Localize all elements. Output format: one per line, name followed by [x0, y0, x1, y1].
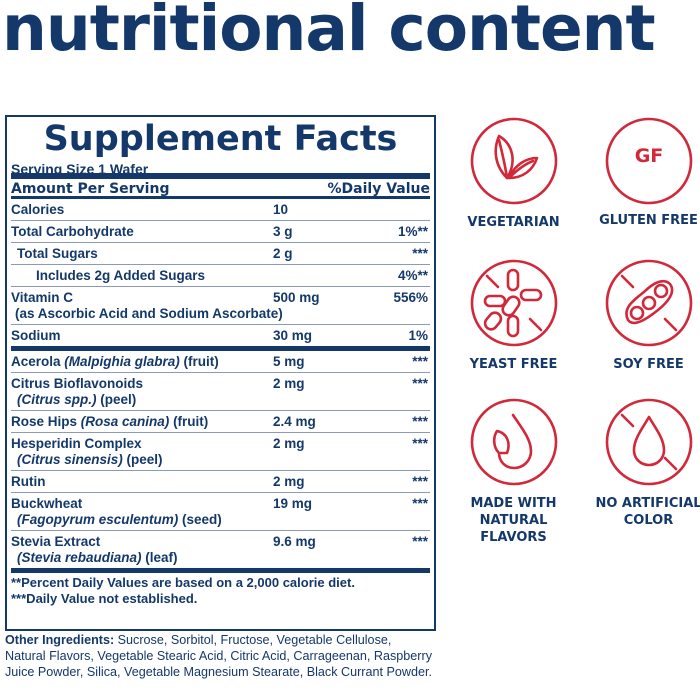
nutrient-source: (as Ascorbic Acid and Sodium Ascorbate) — [15, 306, 283, 321]
nutrient-name: Sodium — [11, 328, 61, 343]
yeast-free-icon — [470, 259, 557, 347]
amount: 5 mg — [273, 354, 305, 369]
latin-name: (Malpighia glabra) — [64, 354, 180, 369]
daily-value: *** — [412, 534, 428, 549]
plant-part: (peel) — [96, 392, 137, 407]
daily-value: 1% — [408, 328, 428, 343]
amount: 19 mg — [273, 496, 313, 511]
facts-header: Amount Per Serving %Daily Value — [11, 179, 430, 199]
svg-text:GF: GF — [634, 145, 663, 167]
daily-value: 4%** — [397, 268, 428, 283]
facts-row: Stevia Extract (Stevia rebaudiana) (leaf)… — [11, 531, 430, 573]
other-ingredients: Other Ingredients: Sucrose, Sorbitol, Fr… — [5, 632, 435, 680]
supplement-facts-panel: Supplement Facts Serving Size 1 Wafer Am… — [5, 115, 436, 631]
latin-name: (Rosa canina) — [80, 414, 170, 429]
latin-name: (Citrus spp.) — [17, 392, 97, 407]
nutrient-name: Includes 2g Added Sugars — [36, 268, 206, 283]
facts-row: Total Sugars 2 g *** — [11, 243, 430, 265]
latin-name: (Stevia rebaudiana) — [17, 550, 142, 565]
nutrient-name: Calories — [11, 202, 65, 217]
daily-value: *** — [412, 246, 428, 261]
latin-name: (Citrus sinensis) — [17, 452, 123, 467]
facts-row: Hesperidin Complex (Citrus sinensis) (pee… — [11, 433, 430, 471]
serving-size: Serving Size 1 Wafer — [11, 159, 430, 179]
nutrient-name: Vitamin C — [11, 290, 74, 305]
facts-row: Citrus Bioflavonoids (Citrus spp.) (peel)… — [11, 373, 430, 411]
nutrient-name: Hesperidin Complex — [11, 436, 142, 451]
badge-label: VEGETARIAN — [467, 215, 560, 230]
page-title: nutritional content — [2, 0, 656, 65]
daily-value: *** — [412, 474, 428, 489]
amount: 10 — [273, 202, 289, 217]
gf-icon: GF — [605, 117, 692, 205]
facts-title: Supplement Facts — [43, 119, 398, 159]
facts-row: Rutin 2 mg *** — [11, 471, 430, 493]
nutrient-name: Total Carbohydrate — [11, 224, 134, 239]
leaf-icon — [470, 117, 557, 205]
amount: 2 mg — [273, 436, 305, 451]
facts-row: Acerola (Malpighia glabra) (fruit) 5 mg **… — [11, 351, 430, 373]
daily-value: *** — [412, 376, 428, 391]
badge-gluten-free: GF GLUTEN FREE — [581, 116, 700, 229]
nutrient-name: Acerola — [11, 354, 65, 369]
facts-row: Calories 10 — [11, 199, 430, 221]
amount: 30 mg — [273, 328, 313, 343]
daily-value: *** — [412, 354, 428, 369]
daily-value: *** — [412, 496, 428, 511]
amount: 2 mg — [273, 376, 305, 391]
amount: 2.4 mg — [273, 414, 316, 429]
badge-label: SOY FREE — [613, 357, 684, 372]
daily-value: *** — [412, 414, 428, 429]
facts-row: Sodium 30 mg 1% — [11, 325, 430, 351]
nutrient-name: Rose Hips — [11, 414, 81, 429]
amount: 9.6 mg — [273, 534, 316, 549]
badge-natural-flavors: MADE WITH NATURAL FLAVORS — [446, 397, 581, 546]
facts-row: Includes 2g Added Sugars 4%** — [11, 265, 430, 287]
badge-yeast-free: YEAST FREE — [446, 258, 581, 373]
other-ingredients-label: Other Ingredients: — [5, 633, 115, 647]
latin-name: (Fagopyrum esculentum) — [17, 512, 179, 527]
badge-soy-free: SOY FREE — [581, 258, 700, 373]
badge-label: GLUTEN FREE — [599, 213, 698, 228]
plant-part: (peel) — [122, 452, 163, 467]
badge-no-artificial-color: NO ARTIFICIAL COLOR — [581, 397, 700, 529]
nutrient-name: Stevia Extract — [11, 534, 101, 549]
nutrient-name: Citrus Bioflavonoids — [11, 376, 144, 391]
footnote-2: ***Daily Value not established. — [11, 591, 198, 606]
badge-label: MADE WITH NATURAL FLAVORS — [470, 496, 557, 545]
facts-row: Vitamin C (as Ascorbic Acid and Sodium As… — [11, 287, 430, 325]
nutrient-name: Buckwheat — [11, 496, 83, 511]
amount: 2 g — [273, 246, 293, 261]
plant-part: (fruit) — [179, 354, 219, 369]
amount: 3 g — [273, 224, 293, 239]
facts-row: Total Carbohydrate 3 g 1%** — [11, 221, 430, 243]
amount: 500 mg — [273, 290, 320, 305]
other-ingredients-text: Sucrose, Sorbitol, Fructose, Vegetable C… — [5, 633, 433, 679]
plant-part: (fruit) — [169, 414, 209, 429]
facts-row: Rose Hips (Rosa canina) (fruit) 2.4 mg *** — [11, 411, 430, 433]
soy-free-icon — [605, 259, 692, 347]
dv-header: %Daily Value — [327, 181, 430, 197]
badge-vegetarian: VEGETARIAN — [446, 116, 581, 231]
amount-header: Amount Per Serving — [11, 181, 170, 197]
daily-value: 556% — [393, 290, 428, 305]
badge-label: NO ARTIFICIAL COLOR — [595, 496, 700, 528]
daily-value: 1%** — [397, 224, 428, 239]
daily-value: *** — [412, 436, 428, 451]
amount: 2 mg — [273, 474, 305, 489]
no-color-drop-icon — [605, 398, 692, 486]
facts-row: Buckwheat (Fagopyrum esculentum) (seed) 19… — [11, 493, 430, 531]
plant-part: (leaf) — [141, 550, 178, 565]
plant-part: (seed) — [178, 512, 222, 527]
badge-label: YEAST FREE — [469, 357, 558, 372]
footnote-1: **Percent Daily Values are based on a 2,… — [11, 575, 355, 590]
natural-flavor-drop-icon — [470, 398, 557, 486]
nutrient-name: Total Sugars — [17, 246, 98, 261]
nutrient-name: Rutin — [11, 474, 46, 489]
